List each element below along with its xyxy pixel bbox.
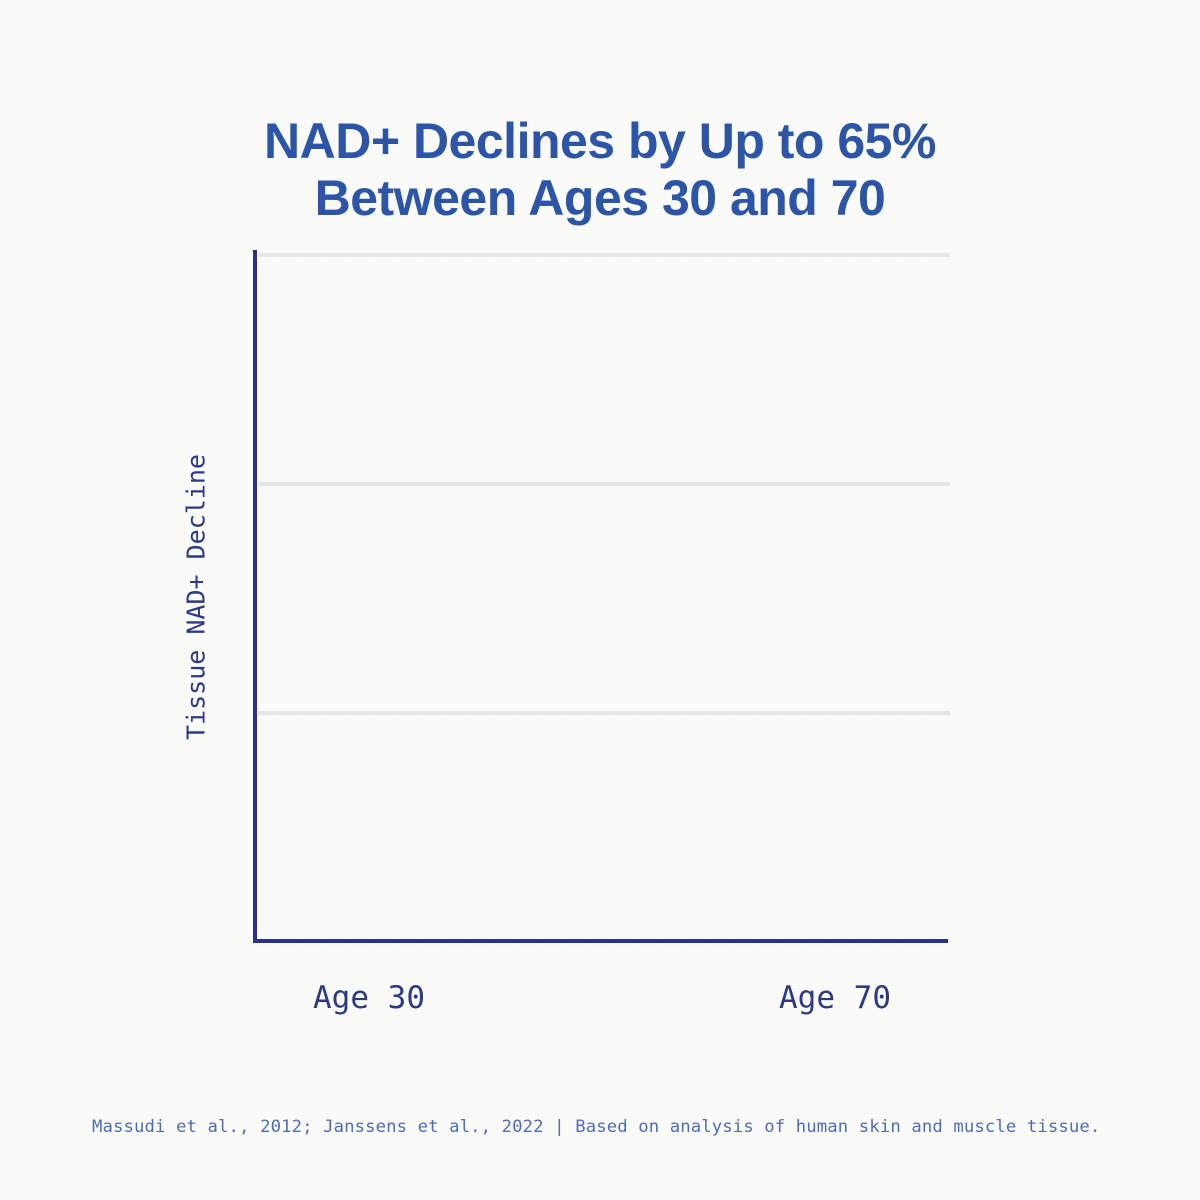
plot-area: [253, 250, 950, 943]
x-tick-label-age-70: Age 70: [779, 980, 891, 1016]
chart-title: NAD+ Declines by Up to 65% Between Ages …: [0, 113, 1200, 227]
chart-title-line1: NAD+ Declines by Up to 65%: [264, 113, 936, 169]
gridlines: [257, 250, 950, 939]
x-tick-label-age-30: Age 30: [313, 980, 425, 1016]
y-axis-label: Tissue NAD+ Decline: [181, 454, 211, 740]
chart-title-line2: Between Ages 30 and 70: [314, 170, 886, 226]
gridline: [258, 482, 950, 486]
gridline: [258, 253, 950, 257]
gridline: [258, 711, 950, 715]
source-citation: Massudi et al., 2012; Janssens et al., 2…: [92, 1117, 1101, 1137]
